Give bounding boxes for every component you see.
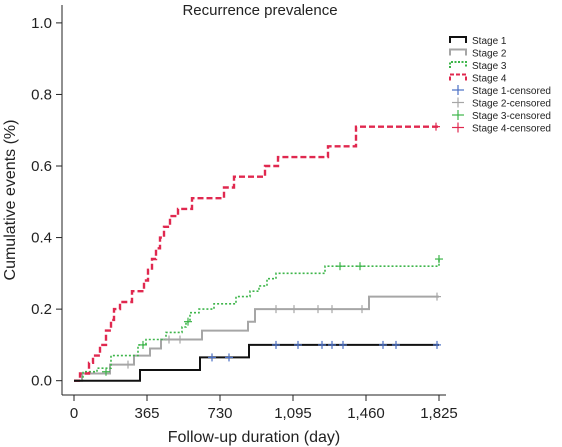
y-tick-label: 0.6 xyxy=(31,158,52,175)
legend-swatch xyxy=(449,36,467,43)
series-line-stage-2 xyxy=(74,295,439,382)
x-tick-label: 1,095 xyxy=(274,405,312,422)
y-tick-label: 0.8 xyxy=(31,86,52,103)
legend-swatch xyxy=(449,73,467,81)
legend-item-stage-2-censored: Stage 2-censored xyxy=(452,97,551,110)
censor-mark-stage-1 xyxy=(318,340,326,349)
censor-mark-stage-1 xyxy=(328,340,336,349)
censor-mark-stage-2 xyxy=(290,305,298,314)
series-line-stage-4 xyxy=(74,125,439,382)
censor-mark-stage-2 xyxy=(165,335,173,344)
censor-mark-stage-2 xyxy=(358,305,366,314)
censor-mark-stage-1 xyxy=(379,340,387,349)
legend-label: Stage 2-censored xyxy=(472,99,551,110)
legend-item-stage-1-censored: Stage 1-censored xyxy=(452,85,551,97)
censor-mark-stage-4 xyxy=(432,122,440,131)
censor-mark-stage-2 xyxy=(328,305,336,314)
x-tick-label: 1,460 xyxy=(347,405,385,422)
plot-area xyxy=(74,122,443,382)
x-tick-label: 0 xyxy=(70,405,78,422)
y-axis-title: Cumulative events (%) xyxy=(2,120,19,281)
censor-mark-stage-1 xyxy=(339,340,347,349)
y-tick-label: 0.4 xyxy=(31,230,52,247)
chart-title: Recurrence prevalence xyxy=(182,2,337,19)
series-line-stage-1 xyxy=(74,343,439,382)
censor-mark-stage-1 xyxy=(392,340,400,349)
legend-label: Stage 1 xyxy=(472,36,507,47)
y-tick-label: 0.2 xyxy=(31,301,52,318)
y-tick-label: 1.0 xyxy=(31,15,52,32)
legend-item-stage-4-censored: Stage 4-censored xyxy=(452,122,551,135)
censor-mark-stage-3 xyxy=(102,367,110,376)
legend-label: Stage 4-censored xyxy=(472,124,551,135)
legend-item-stage-1: Stage 1 xyxy=(449,36,507,47)
x-axis: 0 365 730 1,095 1,460 1,825 xyxy=(62,394,458,422)
censor-mark-stage-2 xyxy=(124,360,132,369)
x-tick-label: 365 xyxy=(134,405,159,422)
censor-mark-stage-2 xyxy=(272,305,280,314)
censor-mark-stage-2 xyxy=(433,292,441,301)
legend-item-stage-3: Stage 3 xyxy=(449,61,507,72)
legend-item-stage-4: Stage 4 xyxy=(449,73,507,85)
censor-mark-stage-3 xyxy=(356,262,364,271)
censor-mark-stage-2 xyxy=(176,335,184,344)
legend-label: Stage 3 xyxy=(472,61,507,72)
censor-mark-stage-3 xyxy=(336,262,344,271)
legend-swatch xyxy=(449,61,467,68)
censor-mark-stage-1 xyxy=(294,340,302,349)
x-tick-label: 730 xyxy=(207,405,232,422)
y-tick-label: 0.0 xyxy=(31,373,52,390)
censor-mark-stage-3 xyxy=(139,340,147,349)
series-line-stage-3 xyxy=(74,259,440,382)
censor-mark-stage-3 xyxy=(184,317,192,326)
legend-item-stage-3-censored: Stage 3-censored xyxy=(452,110,551,122)
censor-mark-stage-3 xyxy=(435,255,443,264)
legend-label: Stage 4 xyxy=(472,74,507,85)
legend-swatch xyxy=(449,48,467,56)
legend-item-stage-2: Stage 2 xyxy=(449,48,507,60)
censor-mark-stage-1 xyxy=(433,340,441,349)
x-tick-label: 1,825 xyxy=(420,405,458,422)
legend-label: Stage 2 xyxy=(472,49,507,60)
y-axis: 0.0 0.2 0.4 0.6 0.8 1.0 xyxy=(31,5,63,395)
censor-mark-stage-2 xyxy=(314,305,322,314)
censor-mark-stage-1 xyxy=(225,353,233,362)
censor-mark-stage-1 xyxy=(208,353,216,362)
legend-label: Stage 3-censored xyxy=(472,111,551,122)
censor-mark-stage-1 xyxy=(272,340,280,349)
x-axis-title: Follow-up duration (day) xyxy=(168,429,341,446)
legend-label: Stage 1-censored xyxy=(472,86,551,97)
